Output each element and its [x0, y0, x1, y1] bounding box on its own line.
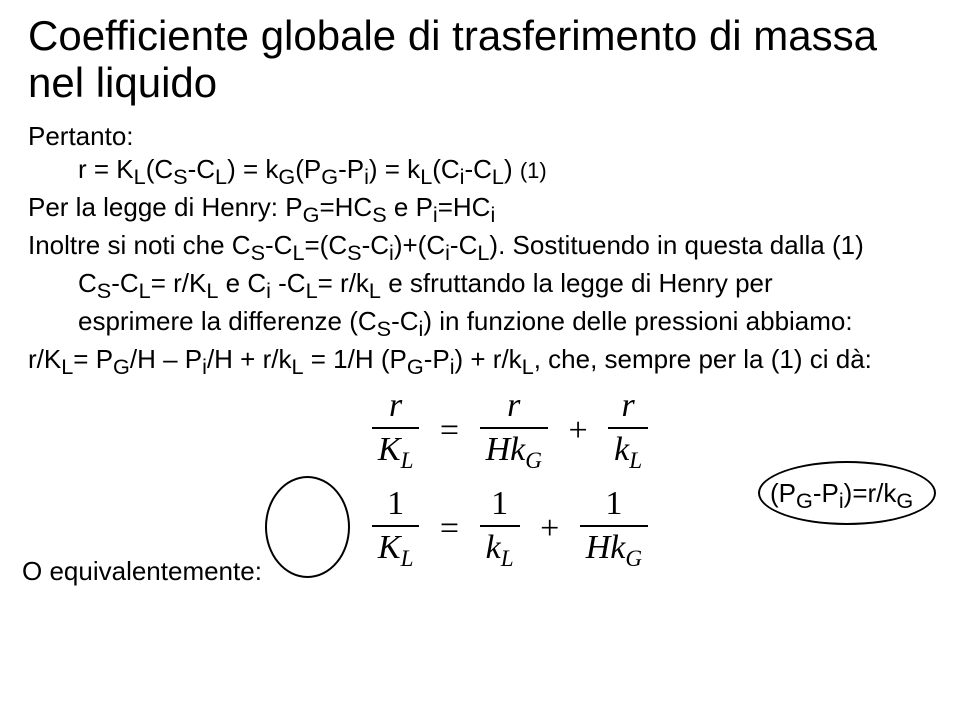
page-title: Coefficiente globale di trasferimento di… — [28, 12, 932, 106]
inoltre-line: Inoltre si noti che CS-CL=(CS-Ci)+(Ci-CL… — [28, 229, 932, 267]
equivalentemente-label: O equivalentemente: — [22, 556, 262, 587]
formula-r-over-k: r KL = r HkG + r kL — [88, 387, 932, 475]
henry-line: Per la legge di Henry: PG=HCS e Pi=HCi — [28, 191, 932, 229]
equation-r-line: r = KL(CS-CL) = kG(PG-Pi) = kL(Ci-CL) (1… — [78, 153, 932, 191]
cs-cl-line: CS-CL= r/KL e Ci -CL= r/kL e sfruttando … — [78, 267, 932, 305]
document-page: Coefficiente globale di trasferimento di… — [0, 0, 960, 716]
oval-highlight-right — [758, 461, 936, 525]
oval-highlight-left — [265, 476, 350, 578]
paragraph-pertanto: Pertanto: — [28, 120, 932, 153]
esprimere-line: esprimere la differenze (CS-Ci) in funzi… — [78, 305, 932, 343]
rkl-line: r/KL= PG/H – Pi/H + r/kL = 1/H (PG-Pi) +… — [28, 343, 932, 381]
